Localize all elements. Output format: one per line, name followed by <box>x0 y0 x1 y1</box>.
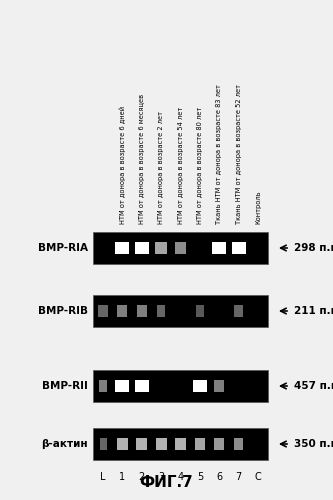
Text: 211 п.н.: 211 п.н. <box>294 306 333 316</box>
Text: C: C <box>255 472 261 482</box>
Bar <box>214 380 224 392</box>
Bar <box>93 428 268 460</box>
Text: β-актин: β-актин <box>41 439 88 449</box>
Text: BMP-RIB: BMP-RIB <box>38 306 88 316</box>
Bar <box>234 305 243 317</box>
Bar <box>93 370 268 402</box>
Text: 3: 3 <box>158 472 164 482</box>
Bar <box>214 438 224 450</box>
Bar <box>194 438 205 450</box>
Text: BMP-RII: BMP-RII <box>42 381 88 391</box>
Bar <box>212 242 226 254</box>
Bar <box>175 438 186 450</box>
Bar <box>193 380 207 392</box>
Text: L: L <box>100 472 106 482</box>
Bar <box>93 232 268 264</box>
Text: Ткань НТМ от донора в возрасте 83 лет: Ткань НТМ от донора в возрасте 83 лет <box>216 84 222 224</box>
Text: НТМ от донора в возрасте 54 лет: НТМ от донора в возрасте 54 лет <box>177 107 183 224</box>
Bar <box>234 438 243 450</box>
Text: НТМ от донора в возрасте 6 дней: НТМ от донора в возрасте 6 дней <box>119 106 126 224</box>
Text: 298 п.н.: 298 п.н. <box>294 243 333 253</box>
Bar <box>137 305 147 317</box>
Bar <box>232 242 246 254</box>
Bar <box>157 305 165 317</box>
Text: BMP-RIA: BMP-RIA <box>38 243 88 253</box>
Bar <box>93 295 268 327</box>
Text: 5: 5 <box>197 472 203 482</box>
Bar <box>99 380 107 392</box>
Bar <box>98 305 108 317</box>
Text: 350 п.н.: 350 п.н. <box>294 439 333 449</box>
Text: 6: 6 <box>216 472 222 482</box>
Text: 1: 1 <box>119 472 126 482</box>
Bar <box>118 305 127 317</box>
Bar <box>135 242 149 254</box>
Bar <box>117 438 128 450</box>
Bar <box>135 380 149 392</box>
Text: НТМ от донора в возрасте 2 лет: НТМ от донора в возрасте 2 лет <box>158 111 164 224</box>
Text: НТМ от донора в возрасте 6 месяцев: НТМ от донора в возрасте 6 месяцев <box>139 94 145 224</box>
Bar <box>156 438 167 450</box>
Bar <box>115 380 130 392</box>
Text: 457 п.н.: 457 п.н. <box>294 381 333 391</box>
Text: 4: 4 <box>177 472 183 482</box>
Text: Ткань НТМ от донора в возрасте 52 лет: Ткань НТМ от донора в возрасте 52 лет <box>236 84 242 224</box>
Text: Контроль: Контроль <box>255 190 261 224</box>
Bar <box>196 305 204 317</box>
Text: ФИГ.7: ФИГ.7 <box>140 475 193 490</box>
Bar <box>155 242 167 254</box>
Bar <box>174 242 186 254</box>
Bar <box>136 438 147 450</box>
Text: НТМ от донора в возрасте 80 лет: НТМ от донора в возрасте 80 лет <box>197 107 203 224</box>
Text: 2: 2 <box>139 472 145 482</box>
Bar <box>100 438 107 450</box>
Text: 7: 7 <box>235 472 242 482</box>
Bar <box>115 242 130 254</box>
